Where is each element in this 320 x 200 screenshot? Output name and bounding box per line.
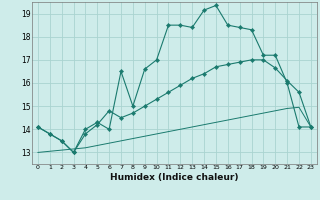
X-axis label: Humidex (Indice chaleur): Humidex (Indice chaleur) [110,173,239,182]
